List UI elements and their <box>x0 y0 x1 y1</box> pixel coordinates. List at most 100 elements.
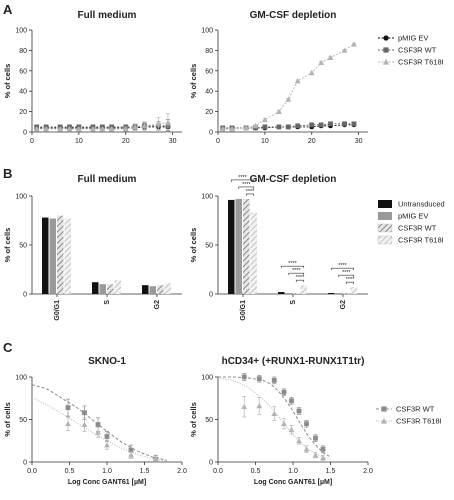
data-point <box>327 54 334 60</box>
bar <box>343 293 350 294</box>
data-point <box>303 446 310 452</box>
data-point <box>65 420 71 427</box>
y-tick-label: 50 <box>19 243 27 250</box>
bar <box>235 198 242 294</box>
data-point <box>341 47 348 53</box>
data-point <box>308 69 315 76</box>
data-point <box>294 78 301 84</box>
chart-title: GM-CSF depletion <box>250 10 337 21</box>
y-tick-label: 100 <box>15 194 27 201</box>
significance-bracket <box>245 193 255 196</box>
data-point <box>122 126 129 132</box>
significance-label: **** <box>238 175 247 181</box>
bar <box>92 282 99 294</box>
data-point <box>128 452 134 458</box>
significance-label: **** <box>342 270 351 276</box>
data-point <box>320 454 326 461</box>
data-point <box>141 122 148 129</box>
data-point <box>241 403 248 410</box>
data-point <box>261 116 268 123</box>
y-axis-label: % of cells <box>3 228 12 263</box>
significance-label: **** <box>346 277 355 283</box>
y-tick-label: 100 <box>15 28 27 35</box>
legend-label: CSF3R T618I <box>398 58 444 67</box>
data-point <box>289 398 294 404</box>
legend-marker <box>382 58 390 65</box>
y-tick-label: 100 <box>15 375 27 382</box>
x-tick-label: 1.5 <box>326 468 336 475</box>
data-point <box>155 120 162 127</box>
legend-swatch <box>377 223 393 233</box>
y-tick-label: 100 <box>201 28 213 35</box>
chart-A1: Full medium 0 20 40 60 80 100 % of cells 0 10 20 30 <box>3 10 182 145</box>
bar <box>49 218 56 294</box>
x-tick-label: G2 <box>154 300 161 309</box>
data-point <box>33 126 40 132</box>
data-point <box>276 124 282 130</box>
data-point <box>256 376 262 382</box>
data-point <box>271 378 277 383</box>
bar <box>64 218 71 294</box>
x-tick-label: 20 <box>122 138 130 145</box>
y-tick-label: 0 <box>209 130 213 137</box>
series-line <box>222 43 355 130</box>
y-tick-label: 80 <box>19 48 27 55</box>
data-point <box>66 126 73 132</box>
x-tick-label: 0.0 <box>213 468 223 475</box>
x-tick-label: 0.0 <box>27 468 37 475</box>
significance-bracket <box>330 267 355 271</box>
data-point <box>351 41 357 47</box>
bar <box>164 283 171 294</box>
legend-label: CSF3R T618I <box>398 236 444 245</box>
chart-B2: GM-CSF depletion 0 50 100 % of cells G0/G1 S G2… <box>189 174 445 321</box>
y-tick-label: 50 <box>19 417 27 424</box>
data-point <box>99 126 106 132</box>
y-axis-label: % of cells <box>189 402 198 437</box>
x-tick-label: 1.5 <box>140 468 150 475</box>
data-point <box>285 124 291 130</box>
significance-label: **** <box>242 182 251 188</box>
x-tick-label: G0/G1 <box>240 300 247 321</box>
y-axis-label: % of cells <box>3 402 12 437</box>
data-point <box>252 122 259 129</box>
significance-label: **** <box>292 268 301 274</box>
y-axis-label: % of cells <box>189 228 198 263</box>
x-tick-label: 0.5 <box>251 468 261 475</box>
y-tick-label: 60 <box>205 68 213 75</box>
x-tick-label: 20 <box>308 138 316 145</box>
data-point <box>351 121 357 127</box>
data-point <box>318 122 324 128</box>
x-tick-label: 0.5 <box>65 468 75 475</box>
y-axis-label: % of cells <box>3 64 12 99</box>
x-tick-label: G0/G1 <box>54 300 61 321</box>
data-point <box>312 452 319 458</box>
data-point <box>296 408 302 414</box>
data-point <box>57 126 64 132</box>
y-tick-label: 40 <box>19 89 27 96</box>
y-tick-label: 0 <box>23 292 27 299</box>
legend-label: pMIG EV <box>398 34 428 43</box>
data-point <box>90 126 96 132</box>
x-tick-label: S <box>290 300 297 305</box>
data-point <box>219 126 226 132</box>
y-tick-label: 50 <box>205 243 213 250</box>
y-tick-label: 0 <box>209 460 213 467</box>
chart-title: hCD34+ (+RUNX1-RUNX1T1tr) <box>222 356 365 367</box>
bar <box>350 287 357 294</box>
x-tick-label: 1.0 <box>102 468 112 475</box>
x-tick-label: 1.0 <box>288 468 298 475</box>
data-point <box>276 108 282 114</box>
data-point <box>75 126 82 132</box>
y-tick-label: 20 <box>19 109 27 116</box>
chart-title: GM-CSF depletion <box>250 174 337 185</box>
data-point <box>281 420 287 427</box>
data-point <box>165 119 171 126</box>
data-point <box>65 405 71 410</box>
chart-C1: SKNO-1 0 50 100 % of cells 0.0 0.5 1.0 1.5 2.0 Log… <box>3 356 187 486</box>
x-tick-label: 2.0 <box>363 468 373 475</box>
chart-title: Full medium <box>78 10 137 21</box>
data-point <box>104 434 110 439</box>
legend-label: CSF3R WT <box>398 224 437 233</box>
